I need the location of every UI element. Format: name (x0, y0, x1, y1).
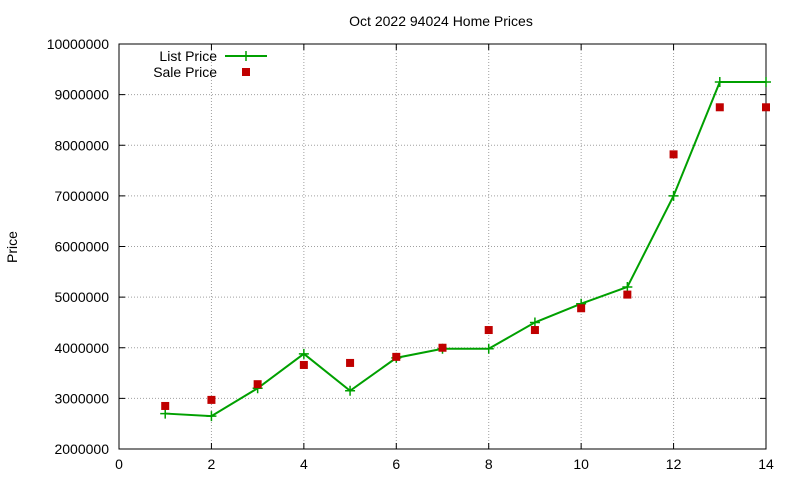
x-tick-label: 0 (115, 456, 123, 472)
legend-label: List Price (159, 48, 217, 64)
y-tick-label: 10000000 (47, 36, 110, 52)
sale-price-point (623, 290, 632, 299)
y-tick-label: 7000000 (54, 188, 109, 204)
series-line (165, 80, 766, 418)
y-axis-label: Price (4, 231, 20, 263)
legend-label: Sale Price (153, 64, 217, 80)
list-price-point (714, 76, 725, 87)
list-price-point (483, 343, 494, 354)
x-tick-label: 8 (485, 456, 493, 472)
grid (119, 44, 766, 449)
y-tick-label: 3000000 (54, 390, 109, 406)
legend-square-marker (242, 68, 250, 76)
sale-price-point (299, 360, 308, 369)
x-tick-label: 2 (208, 456, 216, 472)
list-price-point (298, 348, 309, 359)
sale-price-point (346, 358, 355, 367)
sale-price-point (484, 326, 493, 335)
list-price-point (160, 408, 171, 419)
list-price-point (668, 190, 679, 201)
legend-plus-marker (241, 51, 251, 61)
sale-price-point (161, 401, 170, 410)
list-price-point (206, 411, 217, 422)
y-tick-label: 4000000 (54, 340, 109, 356)
axis-ticks: 0 2 4 6 8 10 12 14 2000000 3000000 4000000 5000000 6… (47, 36, 774, 472)
y-tick-label: 9000000 (54, 87, 109, 103)
y-tick-label: 8000000 (54, 137, 109, 153)
sale-price-point (438, 343, 447, 352)
sale-price-point (715, 103, 724, 112)
sale-price-point (392, 352, 401, 361)
x-tick-label: 12 (666, 456, 682, 472)
list-price-point (345, 385, 356, 396)
y-tick-label: 5000000 (54, 289, 109, 305)
sale-price-point (207, 395, 216, 404)
sale-price-point (762, 103, 770, 112)
list-price-point (761, 76, 771, 87)
y-tick-label: 2000000 (54, 441, 109, 457)
sale-price-point (253, 380, 262, 389)
x-tick-label: 6 (392, 456, 400, 472)
list-price-point (622, 282, 633, 292)
list-price-point (529, 317, 540, 328)
series (160, 76, 771, 422)
x-tick-label: 14 (758, 456, 774, 472)
series-0 (160, 76, 771, 422)
sale-price-point (530, 326, 539, 335)
sale-price-point (577, 304, 586, 313)
sale-price-point (669, 150, 678, 159)
chart-title: Oct 2022 94024 Home Prices (349, 13, 533, 29)
x-tick-label: 10 (573, 456, 589, 472)
y-tick-label: 6000000 (54, 239, 109, 255)
x-tick-label: 4 (300, 456, 308, 472)
series-1 (161, 103, 770, 410)
